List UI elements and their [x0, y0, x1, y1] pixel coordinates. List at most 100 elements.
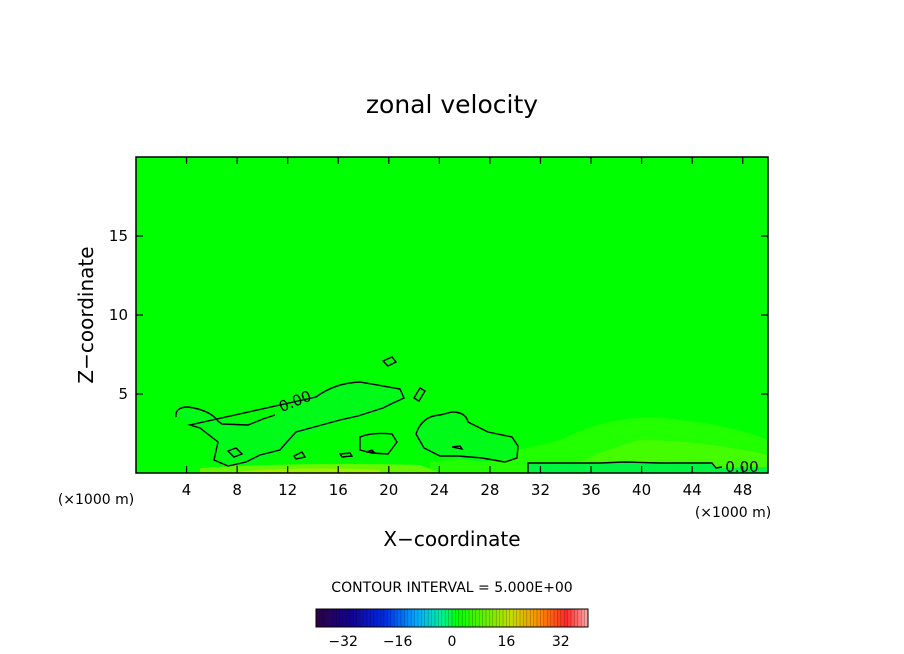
- colorbar-cell: [584, 609, 589, 627]
- colorbar-cell: [401, 609, 405, 627]
- colorbar-cell: [503, 609, 507, 627]
- contour-line: [415, 411, 519, 463]
- colorbar-cell: [506, 609, 510, 627]
- x-tick-label: 48: [733, 481, 752, 499]
- colorbar-cell: [380, 609, 385, 627]
- colorbar-cell: [333, 609, 337, 627]
- colorbar-cell: [343, 609, 347, 627]
- colorbar-cell: [530, 609, 534, 627]
- y-axis-title: Z−coordinate: [74, 246, 98, 383]
- field-negative-region-2: [416, 412, 518, 462]
- colorbar-cell: [499, 609, 504, 627]
- colorbar-cell: [462, 609, 466, 627]
- colorbar-cell: [346, 609, 351, 627]
- x-axis: 4 8 12 16 20 24 28 32 36 40 44 48: [182, 157, 752, 499]
- x-tick-label: 44: [683, 481, 702, 499]
- colorbar-cell: [363, 609, 368, 627]
- colorbar-cell: [482, 609, 487, 627]
- colorbar: [316, 609, 589, 627]
- x-tick-label: 8: [232, 481, 242, 499]
- colorbar-cell: [472, 609, 476, 627]
- colorbar-cell: [370, 609, 374, 627]
- colorbar-cell: [526, 609, 531, 627]
- y-tick-label: 15: [109, 227, 128, 245]
- colorbar-tick-label: 32: [552, 634, 570, 650]
- colorbar-cell: [452, 609, 456, 627]
- colorbar-cell: [557, 609, 561, 627]
- colorbar-cell: [571, 609, 575, 627]
- colorbar-cell: [550, 609, 555, 627]
- colorbar-cell: [465, 609, 470, 627]
- colorbar-cell: [339, 609, 344, 627]
- colorbar-cell: [469, 609, 473, 627]
- x-tick-label: 16: [329, 481, 348, 499]
- x-tick-label: 36: [581, 481, 600, 499]
- colorbar-cell: [397, 609, 402, 627]
- colorbar-cell: [458, 609, 463, 627]
- colorbar-cell: [435, 609, 439, 627]
- colorbar-cell: [448, 609, 453, 627]
- colorbar-cell: [316, 609, 320, 627]
- colorbar-cell: [329, 609, 334, 627]
- colorbar-cell: [431, 609, 436, 627]
- colorbar-cell: [356, 609, 361, 627]
- contour-line: [527, 461, 723, 473]
- colorbar-cell: [523, 609, 527, 627]
- colorbar-cell: [424, 609, 429, 627]
- colorbar-cell: [574, 609, 578, 627]
- colorbar-cell: [387, 609, 391, 627]
- colorbar-cell: [554, 609, 558, 627]
- contour-interval-text: CONTOUR INTERVAL = 5.000E+00: [331, 580, 572, 596]
- x-tick-label: 12: [278, 481, 297, 499]
- x-tick-label: 32: [531, 481, 550, 499]
- colorbar-cell: [326, 609, 330, 627]
- contour-line: [451, 445, 464, 451]
- x-unit-right: (×1000 m): [695, 505, 771, 521]
- colorbar-cell: [489, 609, 493, 627]
- colorbar-cell: [404, 609, 408, 627]
- colorbar-cell: [543, 609, 548, 627]
- colorbar-cell: [353, 609, 357, 627]
- x-tick-label: 20: [379, 481, 398, 499]
- contour-line: [175, 381, 405, 467]
- contour-line: [413, 387, 426, 402]
- colorbar-cell: [520, 609, 524, 627]
- colorbar-labels: −32 −16 0 16 32: [328, 634, 569, 650]
- colorbar-cell: [373, 609, 378, 627]
- contour-line: [365, 449, 376, 453]
- contour-line: [338, 452, 354, 458]
- colorbar-cell: [533, 609, 538, 627]
- colorbar-cell: [486, 609, 490, 627]
- colorbar-cell: [384, 609, 388, 627]
- x-tick-label: 28: [480, 481, 499, 499]
- colorbar-cell: [336, 609, 340, 627]
- x-tick-label: 24: [430, 481, 449, 499]
- contour-line: [359, 432, 398, 455]
- colorbar-cell: [455, 609, 459, 627]
- colorbar-cell: [418, 609, 422, 627]
- colorbar-cell: [377, 609, 381, 627]
- colorbar-cell: [540, 609, 544, 627]
- colorbar-cell: [438, 609, 442, 627]
- contour-lines: [175, 356, 723, 473]
- colorbar-cell: [479, 609, 483, 627]
- x-axis-title: X−coordinate: [383, 527, 520, 551]
- colorbar-cell: [411, 609, 415, 627]
- field-surface-band-core: [220, 468, 380, 473]
- plot-area: [136, 157, 768, 473]
- colorbar-cell: [547, 609, 551, 627]
- colorbar-cell: [564, 609, 568, 627]
- colorbar-cell: [581, 609, 585, 627]
- colorbar-tick-label: −16: [383, 634, 413, 650]
- colorbar-cell: [560, 609, 565, 627]
- colorbar-frame: [315, 608, 589, 628]
- colorbar-cell: [475, 609, 480, 627]
- x-unit-left: (×1000 m): [58, 492, 134, 508]
- colorbar-cell: [441, 609, 446, 627]
- colorbar-cell: [513, 609, 517, 627]
- field-negative-region: [176, 382, 404, 466]
- contour-line: [226, 447, 244, 458]
- colorbar-cell: [537, 609, 541, 627]
- colorbar-cell: [428, 609, 432, 627]
